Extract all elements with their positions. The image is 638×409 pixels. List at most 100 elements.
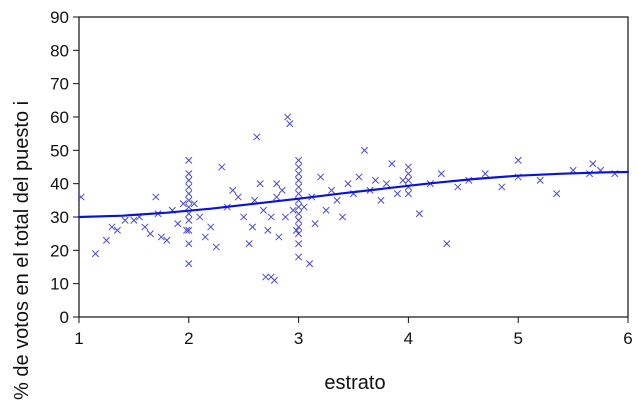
data-point-x-marker	[371, 176, 380, 184]
data-point-x-marker	[190, 200, 198, 208]
data-point-x-marker	[404, 170, 412, 178]
data-point-x-marker	[77, 193, 85, 201]
x-tick-label: 1	[74, 329, 83, 348]
x-marker-stroke	[273, 193, 281, 201]
x-marker-stroke	[284, 113, 292, 121]
data-point-x-marker	[281, 213, 289, 221]
x-marker-stroke	[262, 273, 270, 281]
data-point-x-marker	[108, 223, 116, 231]
x-marker-stroke	[295, 253, 303, 261]
x-marker-stroke	[399, 176, 407, 184]
data-point-x-marker	[275, 233, 283, 241]
y-tick-label: 20	[50, 241, 69, 260]
x-tick-label: 6	[623, 329, 632, 348]
data-point-x-marker	[333, 196, 341, 204]
x-marker-stroke	[553, 190, 561, 198]
data-point-x-marker	[245, 240, 253, 248]
x-marker-stroke	[185, 196, 193, 204]
x-marker-stroke	[253, 133, 261, 141]
x-marker-stroke	[91, 250, 100, 258]
y-tick-label: 80	[50, 41, 69, 60]
x-marker-stroke	[404, 170, 412, 178]
data-point-x-marker	[295, 190, 303, 198]
data-point-x-marker	[146, 230, 154, 238]
data-point-x-marker	[295, 223, 303, 231]
x-tick-label: 5	[513, 329, 522, 348]
data-point-x-marker	[185, 176, 193, 184]
data-point-x-marker	[264, 226, 272, 234]
x-marker-stroke	[185, 216, 193, 224]
data-point-x-marker	[185, 183, 193, 191]
data-point-x-marker	[256, 180, 264, 188]
x-marker-stroke	[295, 163, 303, 171]
data-point-x-marker	[253, 133, 261, 141]
x-marker-stroke	[536, 176, 544, 184]
x-marker-stroke	[113, 226, 121, 234]
x-marker-stroke	[295, 156, 303, 164]
x-marker-stroke	[295, 210, 303, 218]
x-axis-title: estrato	[324, 372, 385, 394]
data-point-x-marker	[240, 213, 248, 221]
y-tick-label: 0	[60, 308, 69, 327]
x-marker-stroke	[377, 196, 385, 204]
x-marker-stroke	[589, 160, 597, 168]
x-marker-stroke	[286, 120, 294, 128]
data-point-x-marker	[185, 260, 193, 268]
data-point-x-marker	[207, 223, 215, 231]
y-tick-label: 90	[50, 8, 69, 27]
data-point-x-marker	[404, 176, 412, 184]
x-axis: 1 2 3 4 5 6	[74, 317, 633, 348]
x-marker-stroke	[130, 216, 138, 224]
data-point-x-marker	[141, 223, 149, 231]
data-point-x-marker	[454, 183, 462, 191]
data-points	[77, 113, 619, 284]
data-point-x-marker	[399, 176, 407, 184]
x-marker-stroke	[256, 180, 264, 188]
data-point-x-marker	[338, 213, 347, 221]
data-point-x-marker	[267, 213, 275, 221]
x-marker-stroke	[333, 196, 341, 204]
x-marker-stroke	[185, 260, 193, 268]
x-marker-stroke	[355, 173, 363, 181]
x-marker-stroke	[157, 233, 165, 241]
data-point-x-marker	[514, 156, 522, 164]
x-marker-stroke	[240, 213, 248, 221]
y-axis: 0 10 20 30 40 50 60 70 80 90	[50, 8, 79, 327]
data-point-x-marker	[248, 223, 257, 231]
x-marker-stroke	[404, 163, 412, 171]
data-point-x-marker	[179, 200, 187, 208]
x-marker-stroke	[404, 190, 412, 198]
x-marker-stroke	[185, 240, 193, 248]
x-marker-stroke	[251, 196, 259, 204]
data-point-x-marker	[273, 180, 281, 188]
data-point-x-marker	[218, 163, 226, 171]
data-point-x-marker	[229, 186, 237, 194]
x-marker-stroke	[185, 183, 193, 191]
data-point-x-marker	[185, 170, 193, 178]
x-marker-stroke	[404, 176, 412, 184]
x-marker-stroke	[295, 203, 303, 211]
x-marker-stroke	[229, 186, 237, 194]
data-point-x-marker	[121, 216, 129, 224]
data-point-x-marker	[295, 216, 303, 224]
x-marker-stroke	[102, 236, 111, 244]
data-point-x-marker	[262, 273, 270, 281]
x-marker-stroke	[454, 183, 462, 191]
x-marker-stroke	[275, 233, 283, 241]
x-marker-stroke	[306, 260, 314, 268]
x-marker-stroke	[185, 203, 193, 211]
data-point-x-marker	[295, 240, 303, 248]
data-point-x-marker	[295, 230, 303, 238]
x-marker-stroke	[163, 236, 171, 244]
data-point-x-marker	[183, 226, 191, 234]
x-marker-stroke	[300, 203, 308, 211]
data-point-x-marker	[273, 193, 281, 201]
x-marker-stroke	[338, 213, 347, 221]
x-marker-stroke	[317, 173, 325, 181]
y-axis-title: % de votos en el total del puesto i	[11, 101, 33, 400]
x-marker-stroke	[292, 226, 300, 234]
data-point-x-marker	[185, 203, 193, 211]
x-marker-stroke	[174, 220, 182, 228]
